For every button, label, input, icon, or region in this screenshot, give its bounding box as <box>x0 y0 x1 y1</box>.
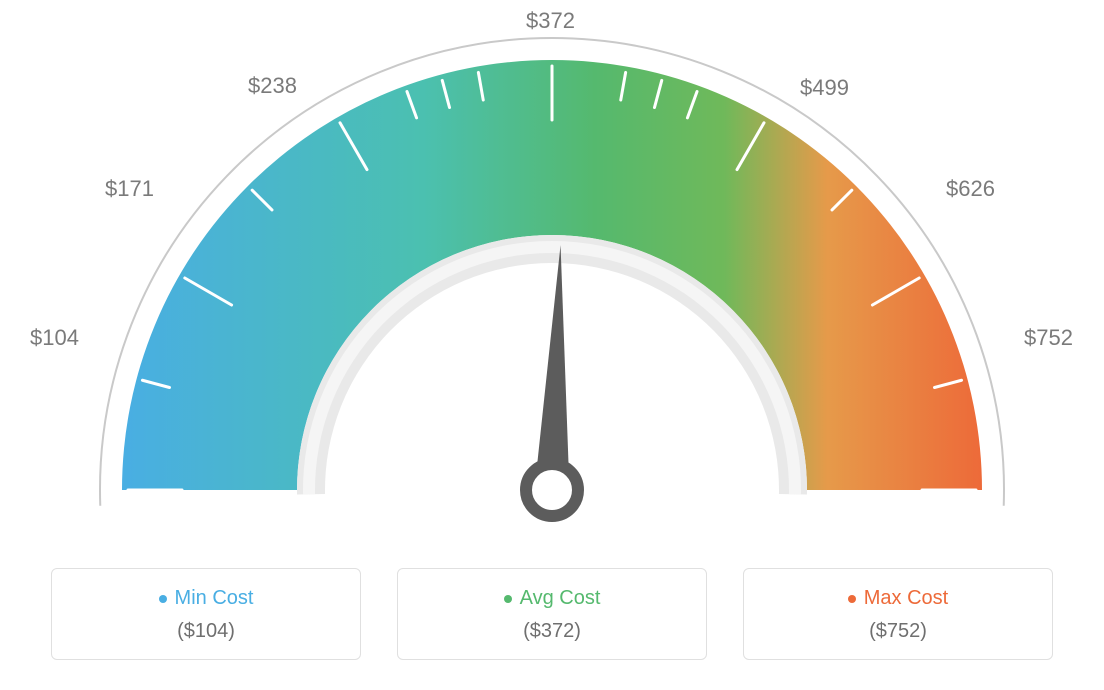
legend-row: Min Cost ($104) Avg Cost ($372) Max Cost… <box>0 568 1104 660</box>
gauge-tick-label: $499 <box>800 75 849 101</box>
legend-title-avg: Avg Cost <box>504 587 601 610</box>
gauge-tick-label: $238 <box>248 73 297 99</box>
legend-label-max: Max Cost <box>864 587 948 610</box>
gauge-chart: $104 $171 $238 $372 $499 $626 $752 <box>0 0 1104 560</box>
legend-dot-max <box>848 595 856 603</box>
legend-dot-min <box>159 595 167 603</box>
legend-label-avg: Avg Cost <box>520 587 601 610</box>
legend-card-min: Min Cost ($104) <box>51 568 361 660</box>
legend-title-max: Max Cost <box>848 587 948 610</box>
legend-value-max: ($752) <box>744 620 1052 643</box>
gauge-tick-label: $171 <box>105 176 154 202</box>
legend-card-avg: Avg Cost ($372) <box>397 568 707 660</box>
gauge-svg <box>52 20 1052 560</box>
legend-value-min: ($104) <box>52 620 360 643</box>
gauge-tick-label: $104 <box>30 325 79 351</box>
gauge-tick-label: $752 <box>1024 325 1073 351</box>
gauge-tick-label: $626 <box>946 176 995 202</box>
legend-value-avg: ($372) <box>398 620 706 643</box>
legend-card-max: Max Cost ($752) <box>743 568 1053 660</box>
gauge-tick-label: $372 <box>526 8 575 34</box>
legend-label-min: Min Cost <box>175 587 254 610</box>
legend-dot-avg <box>504 595 512 603</box>
legend-title-min: Min Cost <box>159 587 254 610</box>
